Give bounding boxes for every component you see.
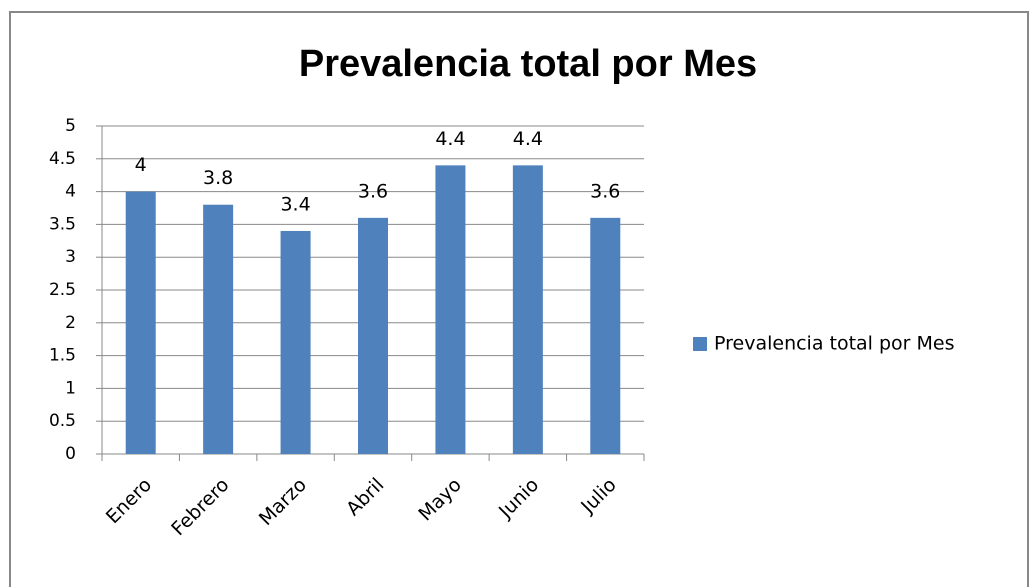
y-tick-label: 4.5 (49, 149, 76, 169)
y-tick-label: 4 (65, 182, 76, 202)
y-tick-label: 3 (65, 247, 76, 267)
data-label: 3.6 (590, 180, 620, 202)
data-label: 4.4 (513, 128, 543, 150)
y-tick-label: 0.5 (49, 411, 76, 431)
legend-label: Prevalencia total por Mes (714, 333, 955, 355)
bar (203, 204, 234, 454)
y-tick-label: 2.5 (49, 280, 76, 300)
data-label: 3.6 (358, 180, 388, 202)
bar (125, 191, 156, 454)
y-tick-label: 1.5 (49, 346, 76, 366)
legend-swatch (693, 337, 707, 351)
y-tick-label: 5 (65, 116, 76, 136)
bar (512, 165, 543, 455)
bar (280, 230, 311, 454)
bar (435, 165, 466, 455)
bar (358, 217, 388, 454)
y-tick-label: 3.5 (49, 214, 76, 234)
y-tick-label: 0 (65, 444, 76, 464)
data-label: 4 (135, 154, 147, 176)
bar (590, 217, 621, 454)
chart-title: Prevalencia total por Mes (299, 43, 757, 85)
data-label: 4.4 (435, 128, 465, 150)
y-tick-label: 1 (65, 378, 76, 398)
data-label: 3.4 (280, 193, 310, 215)
data-label: 3.8 (203, 167, 233, 189)
y-tick-label: 2 (65, 313, 76, 333)
